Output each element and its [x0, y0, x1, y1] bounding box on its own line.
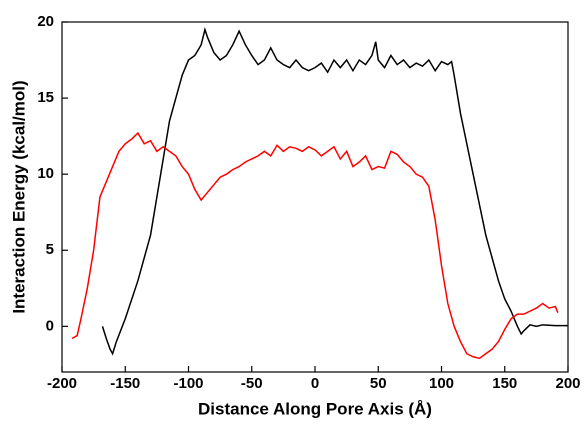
- y-axis-title: Interaction Energy (kcal/mol): [9, 80, 28, 313]
- plot-frame: [61, 21, 569, 373]
- y-tick-label: 5: [46, 241, 54, 258]
- y-tick-label: 15: [37, 89, 54, 106]
- x-tick-label: -200: [47, 375, 77, 392]
- y-tick-label: 10: [37, 165, 54, 182]
- x-tick-label: 150: [492, 375, 517, 392]
- x-tick-label: -100: [173, 375, 203, 392]
- y-tick-label: 0: [46, 317, 54, 334]
- x-tick-label: 100: [429, 375, 454, 392]
- x-tick-label: -150: [110, 375, 140, 392]
- x-tick-label: 200: [555, 375, 580, 392]
- series-line: [71, 131, 559, 360]
- series-line: [101, 26, 568, 356]
- y-tick-label: 20: [37, 13, 54, 30]
- x-axis-title: Distance Along Pore Axis (Å): [198, 399, 432, 418]
- x-tick-label: -50: [241, 375, 263, 392]
- x-tick-label: 0: [311, 375, 319, 392]
- x-tick-label: 50: [370, 375, 387, 392]
